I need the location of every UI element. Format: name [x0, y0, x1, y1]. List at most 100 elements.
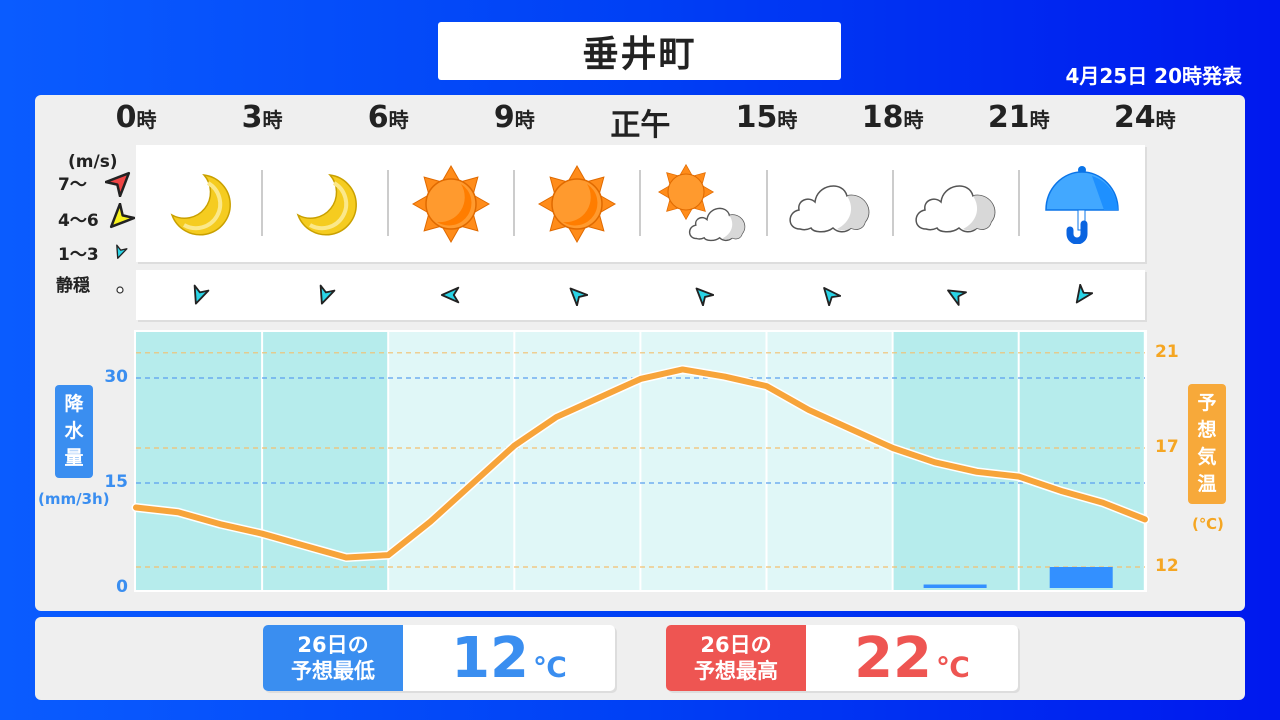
- weather-icon-row: [136, 145, 1145, 262]
- max-temp-card: 26日の 予想最高 22 ℃: [666, 625, 1018, 691]
- precip-bar: [1049, 567, 1113, 588]
- max-temp-title: 予想最高: [694, 659, 778, 683]
- temp-point: [848, 426, 854, 432]
- hour-label: 0時: [86, 100, 186, 135]
- sun-cloud-icon: [640, 145, 766, 262]
- precip-tick-label: 15: [104, 472, 128, 492]
- hour-label: 9時: [464, 100, 564, 135]
- wind-legend-label: 静穏: [56, 276, 90, 296]
- hour-suffix: 時: [514, 108, 535, 132]
- hour-suffix: 時: [262, 108, 283, 132]
- hour-label: 24時: [1095, 100, 1195, 135]
- wind-arrow-icon: [767, 270, 893, 320]
- time-column-bg: [767, 332, 892, 590]
- temp-point: [680, 366, 686, 372]
- temp-label-char: 想: [1197, 419, 1217, 441]
- temp-point: [1142, 516, 1148, 522]
- hour-number: 24: [1113, 100, 1156, 135]
- temp-point: [469, 481, 475, 487]
- temp-point: [1016, 474, 1022, 480]
- umbrella-icon: [1019, 145, 1145, 262]
- max-temp-value: 22: [854, 626, 933, 691]
- max-temp-label: 26日の 予想最高: [666, 625, 806, 691]
- precip-bar: [923, 584, 987, 588]
- temp-point: [175, 509, 181, 515]
- hour-number: 15: [735, 100, 778, 135]
- column-divider: [765, 170, 768, 236]
- temp-point: [722, 374, 728, 380]
- time-column-bg: [1019, 332, 1144, 590]
- moon-icon: [262, 145, 388, 262]
- wind-legend-label: 1～3: [58, 245, 99, 265]
- issued-time: 4月25日 20時発表: [1065, 64, 1242, 88]
- temp-label-char: 温: [1197, 473, 1217, 495]
- min-temp-value: 12: [451, 626, 530, 691]
- time-column-bg: [515, 332, 640, 590]
- min-temp-unit: ℃: [533, 651, 567, 684]
- temp-point: [932, 459, 938, 465]
- max-temp-day: 26日の: [700, 633, 772, 657]
- wind-legend-label: 7～: [58, 175, 87, 195]
- wind-arrow-legend-icon: [104, 167, 135, 201]
- precip-unit: (mm/3h): [38, 490, 110, 508]
- wind-arrow-icon: [388, 270, 514, 320]
- min-temp-card: 26日の 予想最低 12 ℃: [263, 625, 615, 691]
- temp-point: [595, 395, 601, 401]
- hour-number: 9: [493, 100, 515, 135]
- hour-suffix: 時: [1029, 108, 1050, 132]
- hour-suffix: 時: [903, 108, 924, 132]
- precip-label: 降 水 量: [55, 385, 93, 478]
- temp-label-char: 予: [1197, 392, 1217, 414]
- temp-point: [133, 505, 139, 510]
- hour-suffix: 時: [136, 108, 157, 132]
- temp-point: [385, 552, 391, 558]
- moon-icon: [136, 145, 262, 262]
- column-divider: [639, 170, 642, 236]
- column-divider: [1017, 170, 1020, 236]
- sun-icon: [514, 145, 640, 262]
- column-divider: [891, 170, 894, 236]
- column-divider: [261, 170, 264, 236]
- temp-tick-label: 12: [1155, 556, 1179, 576]
- temp-point: [890, 445, 896, 451]
- temp-point: [427, 519, 433, 525]
- min-temp-title: 予想最低: [291, 659, 375, 683]
- temp-unit: (℃): [1192, 515, 1224, 533]
- hour-label: 15時: [717, 100, 817, 135]
- hour-label: 3時: [212, 100, 312, 135]
- precip-label-char: 水: [64, 420, 84, 442]
- cloud-icon: [893, 145, 1019, 262]
- precip-label-char: 量: [64, 447, 84, 469]
- wind-legend-label: 4～6: [58, 211, 99, 231]
- temp-tick-label: 17: [1155, 437, 1179, 457]
- min-temp-label: 26日の 予想最低: [263, 625, 403, 691]
- wind-arrow-icon: [893, 270, 1019, 320]
- temp-point: [259, 531, 265, 537]
- column-divider: [387, 170, 390, 236]
- wind-arrow-icon: [514, 270, 640, 320]
- hour-number: 正午: [610, 108, 671, 143]
- temp-label-char: 気: [1197, 446, 1217, 468]
- hour-suffix: 時: [1155, 108, 1176, 132]
- wind-unit-label: (m/s): [68, 152, 118, 172]
- hour-number: 6: [367, 100, 389, 135]
- wind-arrow-icon: [640, 270, 766, 320]
- temp-point: [217, 521, 223, 527]
- temp-point: [511, 443, 517, 449]
- wind-arrow-icon: [262, 270, 388, 320]
- location-title: 垂井町: [438, 22, 841, 80]
- precip-tick-label: 0: [116, 577, 128, 597]
- column-divider: [513, 170, 516, 236]
- temp-point: [764, 383, 770, 389]
- cloud-icon: [767, 145, 893, 262]
- min-temp-day: 26日の: [297, 633, 369, 657]
- hour-label: 21時: [969, 100, 1069, 135]
- time-column-bg: [136, 332, 262, 590]
- summary-panel: [35, 617, 1245, 700]
- hour-label: 6時: [338, 100, 438, 135]
- wind-arrow-icon: [1019, 270, 1145, 320]
- temp-point: [343, 554, 349, 560]
- hour-number: 21: [987, 100, 1030, 135]
- temp-point: [974, 469, 980, 475]
